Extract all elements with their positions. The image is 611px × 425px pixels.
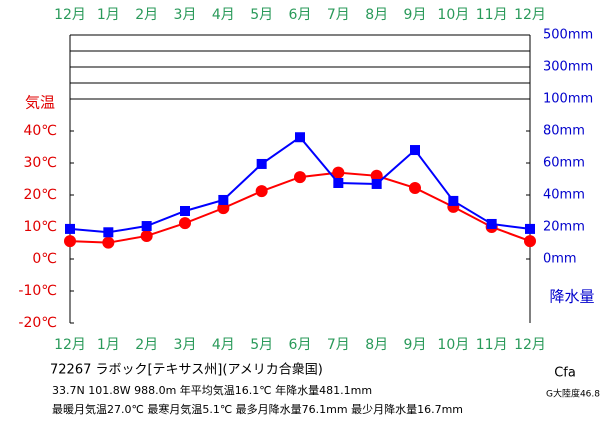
point [179,217,191,230]
x-tick-label: 3月 [174,7,197,23]
y-tick-label: 10℃ [23,219,57,235]
point [448,195,459,206]
series-line [69,135,531,234]
y2-tick-label: 300mm [543,60,593,75]
point [102,236,115,249]
y-tick-label: 20℃ [23,187,57,203]
y2-tick-label: 20mm [543,220,585,235]
point [217,202,230,215]
y2-tick-label: 80mm [543,124,585,139]
x-tick-label: 11月 [476,337,508,353]
point [140,229,153,242]
y2-tick-label: 60mm [543,156,585,171]
x-tick-label: 4月 [212,7,235,23]
point [524,235,536,248]
point [294,171,306,184]
x-tick-label: 10月 [437,7,469,23]
y-tick-label: -10℃ [18,283,57,299]
point [371,178,382,189]
x-tick-label: 7月 [327,337,350,353]
x-tick-label: 12月 [54,337,86,353]
x-tick-label: 4月 [212,337,235,353]
x-tick-label: 2月 [135,337,158,353]
x-tick-label: 11月 [476,7,508,23]
point [65,223,75,234]
y2-tick-label: 0mm [543,252,577,267]
x-tick-label: 9月 [404,7,427,23]
y-tick-label: 30℃ [23,155,57,171]
x-tick-label: 3月 [174,337,197,353]
point [409,181,421,194]
info-line: 最暖月気温27.0℃ 最寒月気温5.1℃ 最多月降水量76.1mm 最少月降水量… [52,402,463,416]
x-tick-label: 12月 [514,337,546,353]
climate-class: Cfa [554,366,576,381]
x-tick-label: 2月 [135,7,158,23]
x-tick-label: 6月 [289,7,312,23]
point [486,218,497,229]
point [370,169,383,182]
continentality: G大陸度46.8 [546,388,600,400]
x-tick-label: 8月 [365,7,388,23]
y-axis-label: 気温 [25,94,55,112]
x-tick-label: 12月 [54,7,86,23]
point [64,235,76,248]
point [525,223,535,234]
x-tick-label: 1月 [97,337,120,353]
x-tick-label: 10月 [437,337,469,353]
x-tick-label: 5月 [250,7,273,23]
y2-tick-label: 100mm [543,92,593,107]
y-tick-label: 0℃ [32,251,57,267]
point [218,194,229,205]
point [333,178,344,188]
y-tick-label: 40℃ [23,123,57,139]
point [295,132,305,143]
y2-axis-label: 降水量 [549,288,594,306]
point [180,206,190,216]
x-tick-label: 8月 [365,337,388,353]
y2-tick-label: 40mm [543,188,585,203]
point [141,221,152,232]
y-tick-label: -20℃ [18,315,57,331]
x-tick-label: 6月 [289,337,312,353]
point [332,166,345,179]
point [103,227,114,238]
x-tick-label: 12月 [514,7,546,23]
point [256,158,267,169]
station: 72267 ラボック[テキサス州](アメリカ合衆国) [50,362,323,378]
x-tick-label: 9月 [404,337,427,353]
x-tick-label: 5月 [250,337,273,353]
x-tick-label: 1月 [97,7,120,23]
point [410,145,420,156]
x-tick-label: 7月 [327,7,350,23]
info-line: 33.7N 101.8W 988.0m 年平均気温16.1℃ 年降水量481.1… [52,383,372,397]
y2-tick-label: 500mm [543,28,593,43]
series-line [69,171,531,244]
point [255,185,268,198]
